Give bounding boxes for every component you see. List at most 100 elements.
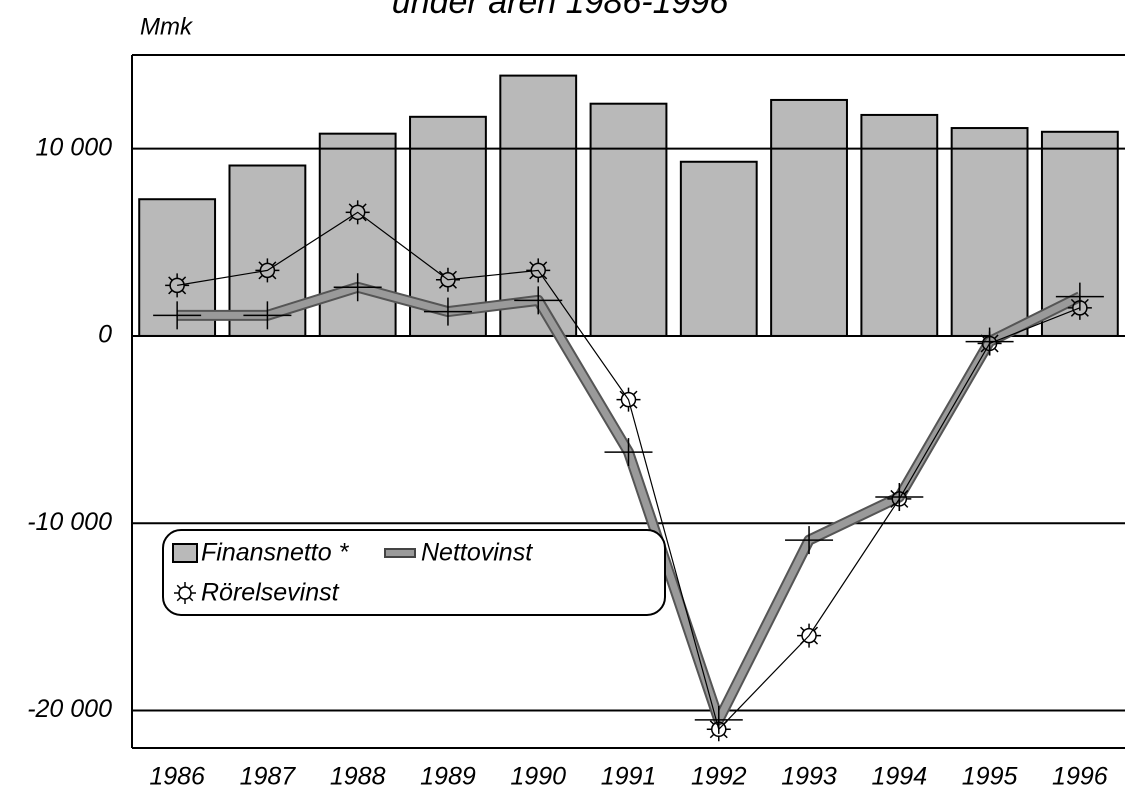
line-outline <box>177 281 1083 726</box>
marker-spike <box>903 489 909 495</box>
sun-marker <box>435 267 460 292</box>
marker-spike <box>529 261 534 266</box>
marker-spike <box>890 503 895 508</box>
marker-spike <box>994 334 999 340</box>
marker-circle <box>981 335 998 352</box>
marker-spike <box>438 284 444 289</box>
sun-marker <box>977 331 1002 356</box>
marker-spike <box>980 334 986 340</box>
sun-marker <box>165 273 190 298</box>
marker-spike <box>619 390 625 396</box>
x-tick-label: 1988 <box>330 763 386 791</box>
bar <box>589 102 668 337</box>
plus-marker <box>514 286 563 315</box>
marker-spike <box>813 640 819 645</box>
legend-label: Nettovinst <box>421 539 533 567</box>
marker-spike <box>632 390 638 396</box>
y-tick-label: 0 <box>98 321 112 349</box>
plus-marker <box>604 438 653 467</box>
x-tick-label: 1993 <box>781 763 837 791</box>
marker-spike <box>800 640 805 645</box>
x-tick-label: 1986 <box>149 763 205 791</box>
marker-spike <box>529 274 534 280</box>
legend-label: Finansnetto * <box>201 539 350 567</box>
x-tick-label: 1991 <box>601 763 657 791</box>
plus-marker <box>423 297 472 326</box>
marker-spike <box>176 596 182 602</box>
marker-spike <box>452 270 457 276</box>
marker-circle <box>801 627 817 644</box>
marker-spike <box>619 404 625 409</box>
bar <box>770 98 848 337</box>
legend-box <box>162 529 666 616</box>
x-tick-label: 1995 <box>962 763 1018 791</box>
marker-spike <box>1084 298 1089 304</box>
marker-spike <box>271 274 277 280</box>
marker-spike <box>258 261 263 266</box>
x-tick-label: 1994 <box>872 763 928 791</box>
line <box>177 211 1081 731</box>
sun-marker <box>616 387 641 412</box>
marker-spike <box>168 276 173 281</box>
marker-spike <box>168 289 173 295</box>
marker-spike <box>452 284 457 289</box>
marker-circle <box>530 262 546 279</box>
legend-swatch <box>172 543 198 563</box>
marker-circle <box>169 277 185 294</box>
sun-marker <box>174 582 196 604</box>
marker-spike <box>723 733 728 739</box>
marker-spike <box>709 733 715 739</box>
plus-marker <box>243 301 292 330</box>
marker-spike <box>176 584 182 590</box>
marker-spike <box>271 261 277 266</box>
bar <box>679 160 758 337</box>
y-tick-label: 10 000 <box>36 133 113 161</box>
marker-spike <box>813 626 819 632</box>
x-tick-label: 1987 <box>240 763 297 791</box>
sun-marker <box>526 258 551 283</box>
bar <box>950 127 1029 337</box>
marker-spike <box>1084 312 1089 317</box>
marker-spike <box>188 584 194 590</box>
marker-spike <box>890 489 895 495</box>
marker-spike <box>348 216 354 222</box>
sun-marker <box>887 486 912 511</box>
marker-circle <box>259 262 276 279</box>
marker-spike <box>1070 298 1076 304</box>
marker-spike <box>709 720 715 725</box>
marker-spike <box>723 720 728 725</box>
marker-spike <box>188 596 194 602</box>
sun-marker <box>345 200 370 225</box>
plus-marker <box>153 301 202 330</box>
marker-spike <box>994 347 999 353</box>
marker-circle <box>620 391 637 408</box>
marker-spike <box>980 347 986 353</box>
marker-spike <box>362 203 367 208</box>
chart-title: under åren 1986-1996 <box>392 0 729 21</box>
marker-circle <box>1072 300 1088 316</box>
x-tick-label: 1990 <box>510 763 566 791</box>
x-tick-label: 1996 <box>1052 763 1108 791</box>
sun-marker <box>1067 295 1092 320</box>
sun-marker <box>706 717 731 742</box>
x-tick-label: 1989 <box>420 763 476 791</box>
x-tick-label: 1992 <box>691 763 747 791</box>
marker-spike <box>542 261 548 266</box>
marker-spike <box>800 626 805 632</box>
marker-circle <box>349 204 366 221</box>
sun-marker <box>797 623 822 648</box>
marker-spike <box>181 276 187 281</box>
y-axis-label: Mmk <box>140 13 194 40</box>
marker-circle <box>178 586 192 600</box>
plus-marker <box>333 273 382 302</box>
marker-spike <box>258 274 263 280</box>
marker-spike <box>438 270 444 276</box>
marker-spike <box>181 289 187 295</box>
marker-circle <box>440 272 456 288</box>
legend-swatch <box>384 548 416 558</box>
marker-circle <box>711 721 727 738</box>
sun-marker <box>255 258 280 283</box>
plus-marker <box>785 526 834 555</box>
marker-spike <box>362 216 367 222</box>
